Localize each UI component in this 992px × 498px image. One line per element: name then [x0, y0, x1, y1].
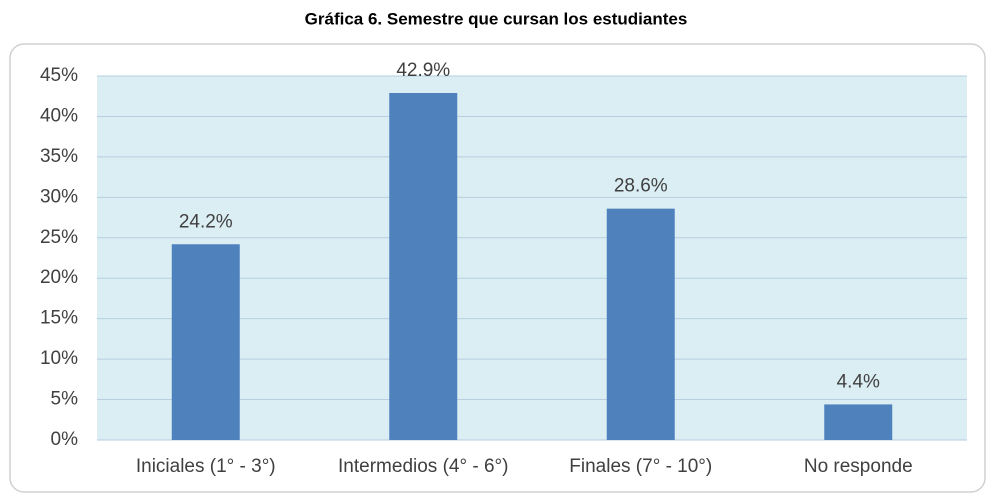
y-tick-label: 0%	[51, 429, 79, 450]
data-label: 42.9%	[396, 60, 450, 81]
data-label: 28.6%	[614, 176, 668, 197]
data-label: 24.2%	[179, 211, 233, 232]
x-tick-label: No responde	[804, 456, 913, 477]
y-tick-label: 10%	[40, 348, 78, 369]
y-tick-label: 40%	[40, 105, 78, 126]
bar	[171, 244, 240, 440]
y-tick-label: 35%	[40, 146, 78, 167]
y-tick-label: 20%	[40, 267, 78, 288]
plot-area	[97, 76, 967, 440]
data-label: 4.4%	[837, 371, 880, 392]
x-tick-label: Intermedios (4° - 6°)	[338, 456, 508, 477]
chart-title: Gráfica 6. Semestre que cursan los estud…	[305, 9, 688, 28]
y-tick-label: 30%	[40, 186, 78, 207]
bar	[824, 404, 893, 440]
x-tick-label: Iniciales (1° - 3°)	[136, 456, 276, 477]
y-tick-label: 15%	[40, 308, 78, 329]
x-tick-label: Finales (7° - 10°)	[569, 456, 712, 477]
y-tick-label: 25%	[40, 227, 78, 248]
y-tick-label: 45%	[40, 65, 78, 86]
bar	[389, 92, 458, 440]
bar	[606, 208, 675, 440]
y-tick-label: 5%	[51, 389, 79, 410]
